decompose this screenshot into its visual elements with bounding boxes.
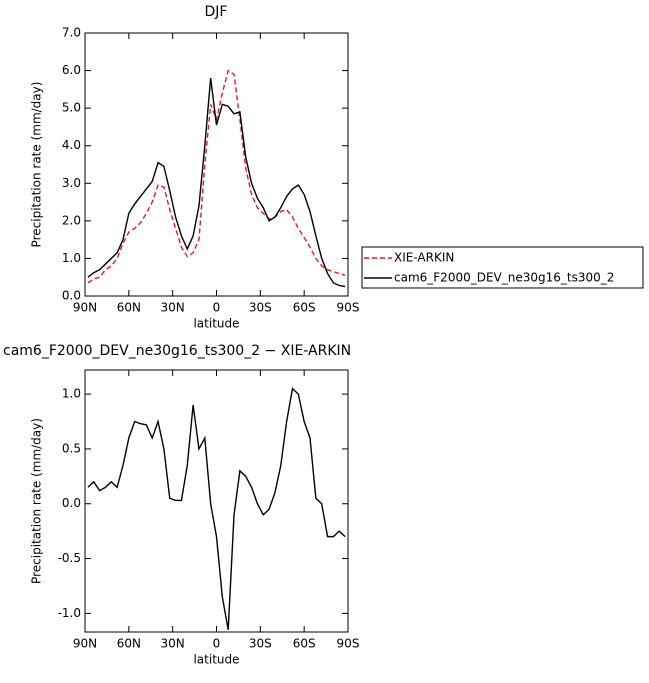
y-tick-label: 1.0 <box>62 251 81 265</box>
y-tick-label: 7.0 <box>62 26 81 40</box>
legend-box <box>361 246 644 289</box>
y-tick-label: 0.0 <box>62 289 81 303</box>
plot-frame <box>84 369 349 633</box>
chart-title: cam6_F2000_DEV_ne30g16_ts300_2 − XIE-ARK… <box>3 343 351 359</box>
y-tick-label: -1.0 <box>58 606 81 620</box>
data-line <box>87 387 346 630</box>
x-tick-label: 90N <box>73 637 97 651</box>
x-tick-label: 90S <box>337 637 360 651</box>
y-tick-label: 6.0 <box>62 63 81 77</box>
x-tick-label: 90S <box>337 301 360 315</box>
x-tick-label: 30N <box>161 301 185 315</box>
y-axis-label: Precipitation rate (mm/day) <box>30 418 44 584</box>
x-tick-label: 0 <box>213 637 221 651</box>
y-axis-label: Precipitation rate (mm/day) <box>30 82 44 248</box>
y-tick-label: 1.0 <box>62 387 81 401</box>
x-tick-label: 30N <box>161 637 185 651</box>
x-axis-label: latitude <box>193 653 239 667</box>
chart-title: DJF <box>205 4 228 20</box>
y-tick-label: 4.0 <box>62 138 81 152</box>
legend-label: XIE-ARKIN <box>394 251 454 265</box>
x-tick-label: 90N <box>73 301 97 315</box>
data-line <box>87 78 346 288</box>
x-tick-label: 60N <box>117 301 141 315</box>
x-axis-label: latitude <box>193 317 239 331</box>
plot-frame <box>84 32 349 297</box>
y-tick-label: 0.0 <box>62 496 81 510</box>
y-tick-label: 0.5 <box>62 441 81 455</box>
x-tick-label: 0 <box>213 301 221 315</box>
y-tick-label: 2.0 <box>62 213 81 227</box>
y-tick-label: -0.5 <box>58 551 81 565</box>
y-tick-label: 5.0 <box>62 101 81 115</box>
x-tick-label: 60S <box>293 637 316 651</box>
legend: XIE-ARKIN cam6_F2000_DEV_ne30g16_ts300_2 <box>361 246 644 289</box>
x-tick-label: 60S <box>293 301 316 315</box>
x-tick-label: 30S <box>249 637 272 651</box>
data-line <box>87 69 346 284</box>
y-tick-label: 3.0 <box>62 176 81 190</box>
x-tick-label: 60N <box>117 637 141 651</box>
x-tick-label: 30S <box>249 301 272 315</box>
legend-label: cam6_F2000_DEV_ne30g16_ts300_2 <box>394 271 614 285</box>
